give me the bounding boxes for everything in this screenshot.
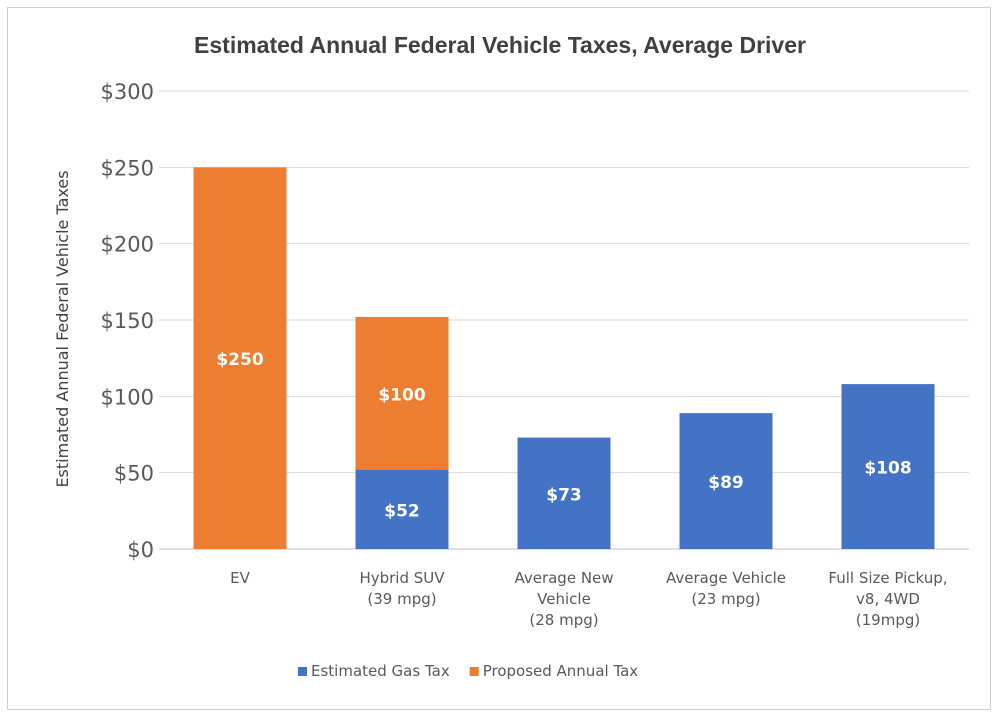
y-axis-label: Estimated Annual Federal Vehicle Taxes (53, 170, 72, 487)
bar-gas-tax (679, 413, 773, 549)
data-label: $52 (384, 501, 420, 521)
bars (193, 167, 935, 550)
stacked-bar-chart: Estimated Annual Federal Vehicle Taxes, … (53, 32, 969, 680)
data-label: $108 (864, 459, 911, 479)
x-tick-label-line: Average New (514, 569, 613, 587)
x-axis-labels: EV Hybrid SUV (39 mpg) Average New Vehicle (2… (230, 569, 947, 629)
data-label: $250 (216, 350, 263, 370)
x-tick-label: Average New Vehicle (28 mpg) (514, 569, 613, 629)
bar-gas-tax (355, 469, 449, 549)
legend: Estimated Gas Tax Proposed Annual Tax (298, 662, 638, 680)
y-axis-ticks: $0 $50 $100 $150 $200 $250 $300 (101, 80, 154, 562)
x-tick-label-line: (23 mpg) (691, 590, 760, 608)
y-tick-label: $250 (101, 156, 154, 180)
legend-swatch-gas-tax (298, 667, 307, 676)
y-tick-label: $100 (101, 385, 154, 409)
data-label: $73 (546, 485, 582, 505)
legend-swatch-proposed-tax (469, 667, 479, 676)
x-tick-label-line: EV (230, 569, 250, 587)
data-label: $89 (708, 473, 744, 493)
x-tick-label-line: v8, 4WD (856, 590, 920, 608)
x-tick-label-line: Hybrid SUV (359, 569, 445, 587)
bar-proposed-tax (193, 167, 287, 550)
x-tick-label: Full Size Pickup, v8, 4WD (19mpg) (828, 569, 947, 629)
x-tick-label-line: (19mpg) (856, 611, 920, 629)
chart-frame: Estimated Annual Federal Vehicle Taxes, … (7, 7, 991, 710)
bar-gas-tax (517, 437, 611, 549)
y-tick-label: $0 (127, 538, 154, 562)
bar-gas-tax (841, 384, 935, 549)
x-tick-label-line: Full Size Pickup, (828, 569, 947, 587)
x-tick-label: EV (230, 569, 250, 587)
data-label: $100 (378, 385, 425, 405)
x-tick-label-line: (39 mpg) (367, 590, 436, 608)
chart-title: Estimated Annual Federal Vehicle Taxes, … (194, 32, 806, 58)
y-tick-label: $300 (101, 80, 154, 104)
legend-label-gas-tax: Estimated Gas Tax (311, 662, 450, 680)
x-tick-label: Average Vehicle (23 mpg) (666, 569, 786, 608)
bar-proposed-tax (355, 316, 449, 470)
x-tick-label-line: (28 mpg) (529, 611, 598, 629)
data-labels: $250 $52 $100 $73 $89 $108 (216, 350, 911, 521)
x-tick-label: Hybrid SUV (39 mpg) (359, 569, 445, 608)
x-tick-label-line: Average Vehicle (666, 569, 786, 587)
y-tick-label: $150 (101, 309, 154, 333)
gridlines (159, 90, 969, 550)
x-tick-label-line: Vehicle (537, 590, 591, 608)
y-tick-label: $50 (114, 462, 154, 486)
y-tick-label: $200 (101, 233, 154, 257)
legend-label-proposed-tax: Proposed Annual Tax (483, 662, 639, 680)
